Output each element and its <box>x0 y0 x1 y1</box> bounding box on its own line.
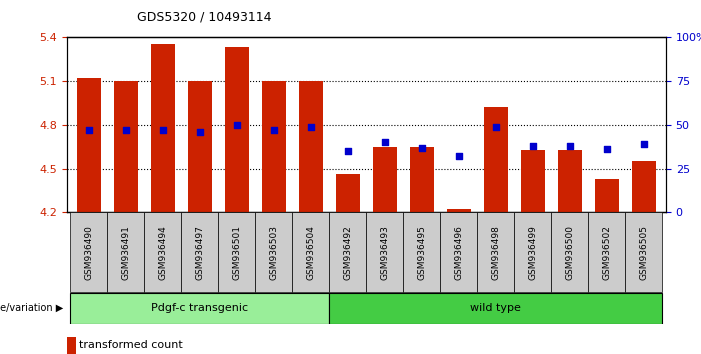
Point <box>601 147 613 152</box>
Text: GSM936491: GSM936491 <box>121 225 130 280</box>
Text: GSM936500: GSM936500 <box>565 225 574 280</box>
Bar <box>403 212 440 292</box>
Bar <box>484 107 508 212</box>
Point <box>564 143 576 149</box>
Point <box>379 139 390 145</box>
Text: GSM936503: GSM936503 <box>269 225 278 280</box>
Point <box>453 154 464 159</box>
Bar <box>515 212 551 292</box>
Text: GSM936494: GSM936494 <box>158 225 168 280</box>
Text: wild type: wild type <box>470 303 522 313</box>
Bar <box>410 147 434 212</box>
Point <box>194 129 205 135</box>
Text: GSM936497: GSM936497 <box>196 225 204 280</box>
Text: GDS5320 / 10493114: GDS5320 / 10493114 <box>137 10 271 23</box>
Bar <box>299 81 322 212</box>
Text: GSM936502: GSM936502 <box>602 225 611 280</box>
Bar <box>188 81 212 212</box>
Bar <box>182 212 218 292</box>
Bar <box>440 212 477 292</box>
Bar <box>261 81 286 212</box>
Bar <box>225 47 249 212</box>
Point <box>157 127 168 133</box>
Text: GSM936495: GSM936495 <box>417 225 426 280</box>
Bar <box>632 161 655 212</box>
Bar <box>70 293 329 324</box>
Bar <box>218 212 255 292</box>
Bar <box>588 212 625 292</box>
Text: GSM936492: GSM936492 <box>343 225 353 280</box>
Text: GSM936504: GSM936504 <box>306 225 315 280</box>
Bar <box>521 150 545 212</box>
Point <box>638 141 649 147</box>
Bar <box>373 147 397 212</box>
Point <box>120 127 131 133</box>
Bar <box>329 212 366 292</box>
Point <box>490 124 501 129</box>
Point <box>342 148 353 154</box>
Bar <box>625 212 662 292</box>
Bar <box>551 212 588 292</box>
Bar <box>447 210 471 212</box>
Bar <box>477 212 515 292</box>
Point <box>527 143 538 149</box>
Text: GSM936493: GSM936493 <box>380 225 389 280</box>
Bar <box>151 45 175 212</box>
Bar <box>558 150 582 212</box>
Text: GSM936501: GSM936501 <box>232 225 241 280</box>
Point <box>305 124 316 129</box>
Bar <box>336 175 360 212</box>
Point <box>83 127 95 133</box>
Bar <box>255 212 292 292</box>
Bar <box>292 212 329 292</box>
Text: GSM936505: GSM936505 <box>639 225 648 280</box>
Text: GSM936496: GSM936496 <box>454 225 463 280</box>
Text: GSM936498: GSM936498 <box>491 225 501 280</box>
Point <box>268 127 280 133</box>
Bar <box>366 212 403 292</box>
Point <box>231 122 243 127</box>
Point <box>416 145 428 150</box>
Text: transformed count: transformed count <box>79 340 183 350</box>
Text: GSM936490: GSM936490 <box>84 225 93 280</box>
Text: genotype/variation ▶: genotype/variation ▶ <box>0 303 63 313</box>
Bar <box>70 212 107 292</box>
Bar <box>107 212 144 292</box>
Text: GSM936499: GSM936499 <box>529 225 537 280</box>
Bar <box>594 179 619 212</box>
Bar <box>114 81 138 212</box>
Bar <box>144 212 182 292</box>
Text: Pdgf-c transgenic: Pdgf-c transgenic <box>151 303 248 313</box>
Bar <box>77 78 101 212</box>
Bar <box>329 293 662 324</box>
